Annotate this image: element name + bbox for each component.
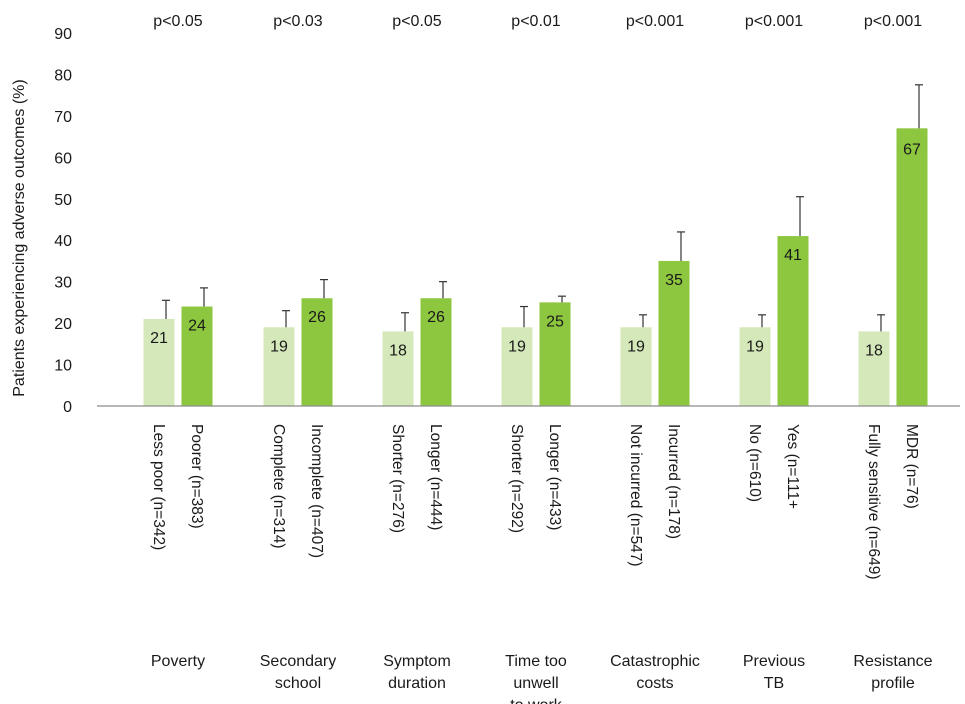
p-value-label: p<0.05 [392, 13, 441, 30]
group-label-line: Time too [505, 653, 567, 670]
group-label: Time too unwell to work [505, 653, 567, 704]
category-label: Yes (n=111+ [784, 424, 801, 509]
bar-value-label: 24 [188, 318, 206, 335]
group-label-line: Secondary [260, 653, 337, 670]
group-labels: Poverty Secondary school Symptom duration Tim… [151, 653, 933, 704]
p-value-label: p<0.001 [626, 13, 684, 30]
group-label-line: costs [636, 675, 673, 692]
group-label-line: Resistance [853, 653, 932, 670]
group-label-line: TB [764, 675, 784, 692]
bar-value-label: 19 [508, 338, 526, 355]
bar-value-label: 35 [665, 272, 683, 289]
category-labels: Less poor (n=342) Poorer (n=383) Complete … [150, 424, 920, 580]
group-label: Poverty [151, 653, 205, 670]
group-label: Resistance profile [853, 653, 932, 692]
bar [301, 298, 333, 406]
bar [658, 260, 690, 406]
y-tick-label: 50 [54, 192, 72, 209]
bar-value-label: 25 [546, 313, 564, 330]
bar [382, 331, 414, 406]
bar-value-label: 19 [746, 338, 764, 355]
category-label: MDR (n=76) [903, 424, 920, 509]
bar-value-label: 26 [427, 309, 445, 326]
bar [420, 298, 452, 406]
group-label-line: duration [388, 675, 446, 692]
category-label: Longer (n=433) [546, 424, 563, 530]
bar [777, 236, 809, 406]
group-label-line: Poverty [151, 653, 205, 670]
category-label: Less poor (n=342) [150, 424, 167, 550]
group-label-line: Previous [743, 653, 805, 670]
group-label: Secondary school [260, 653, 337, 692]
p-values: p<0.05 p<0.03 p<0.05 p<0.01 p<0.001 p<0.001 p<… [153, 13, 922, 30]
bars [143, 128, 928, 407]
p-value-label: p<0.03 [273, 13, 322, 30]
group-label-line: unwell [513, 675, 558, 692]
y-tick-label: 20 [54, 316, 72, 333]
group-label: Catastrophic costs [610, 653, 700, 692]
category-label: Not incurred (n=547) [627, 424, 644, 567]
bar [896, 128, 928, 407]
y-tick-label: 70 [54, 109, 72, 126]
group-label-line: Symptom [383, 653, 451, 670]
bar [501, 327, 533, 406]
category-label: Longer (n=444) [427, 424, 444, 530]
y-tick-label: 0 [63, 399, 72, 416]
y-tick-label: 40 [54, 233, 72, 250]
y-tick-label: 60 [54, 150, 72, 167]
category-label: Complete (n=314) [270, 424, 287, 549]
category-label: Fully sensitive (n=649) [865, 424, 882, 580]
category-label: Poorer (n=383) [188, 424, 205, 529]
category-label: Incomplete (n=407) [308, 424, 325, 558]
bar [620, 327, 652, 406]
p-value-label: p<0.01 [511, 13, 560, 30]
bar [739, 327, 771, 406]
y-axis-ticks: 0 10 20 30 40 50 60 70 80 90 [54, 26, 72, 416]
y-axis-label: Patients experiencing adverse outcomes (… [11, 79, 28, 397]
value-labels: 21 24 19 26 18 26 19 25 19 35 19 41 18 67 [150, 141, 921, 359]
group-label: Previous TB [743, 653, 805, 692]
bar-value-label: 18 [865, 342, 883, 359]
category-label: Shorter (n=276) [389, 424, 406, 533]
y-tick-label: 30 [54, 275, 72, 292]
bar-value-label: 67 [903, 141, 921, 158]
bar-value-label: 26 [308, 309, 326, 326]
group-label-line: Catastrophic [610, 653, 700, 670]
bar-value-label: 19 [627, 338, 645, 355]
bar [263, 327, 295, 406]
y-tick-label: 90 [54, 26, 72, 43]
category-label: Shorter (n=292) [508, 424, 525, 533]
bar-value-label: 19 [270, 338, 288, 355]
group-label-line: profile [871, 675, 915, 692]
bar-value-label: 41 [784, 247, 802, 264]
bar [181, 306, 213, 406]
y-tick-label: 80 [54, 67, 72, 84]
bar-value-label: 18 [389, 342, 407, 359]
category-label: No (n=610) [746, 424, 763, 502]
p-value-label: p<0.001 [745, 13, 803, 30]
y-tick-label: 10 [54, 358, 72, 375]
error-bars [162, 84, 923, 332]
bar [858, 331, 890, 406]
y-axis-label-group: Patients experiencing adverse outcomes (… [11, 79, 28, 397]
p-value-label: p<0.001 [864, 13, 922, 30]
group-label-line: to work [510, 697, 563, 704]
bar-value-label: 21 [150, 330, 168, 347]
group-label: Symptom duration [383, 653, 451, 692]
group-label-line: school [275, 675, 321, 692]
bar [539, 302, 571, 406]
p-value-label: p<0.05 [153, 13, 202, 30]
bar [143, 318, 175, 406]
category-label: Incurred (n=178) [665, 424, 682, 539]
